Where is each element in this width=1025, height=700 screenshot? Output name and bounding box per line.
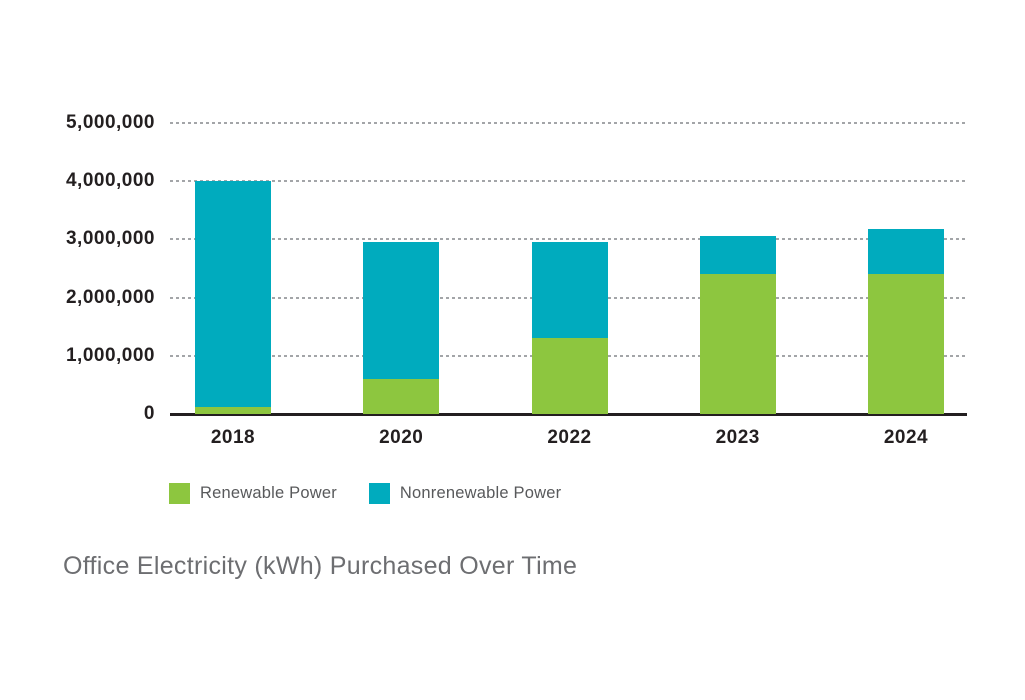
bar-segment-nonrenewable-power <box>363 241 440 380</box>
legend-label-nonrenewable: Nonrenewable Power <box>399 484 562 502</box>
bar-2020 <box>363 123 440 414</box>
legend-item-renewable: Renewable Power <box>169 483 337 504</box>
y-tick-label: 5,000,000 <box>65 112 155 133</box>
bar-segment-renewable-power <box>363 379 440 414</box>
bar-segment-renewable-power <box>868 274 944 414</box>
legend: Renewable Power Nonrenewable Power <box>169 483 593 504</box>
bar-2018 <box>195 123 271 414</box>
bar-2022 <box>531 123 608 414</box>
renewable-swatch-icon <box>169 483 190 504</box>
gridline <box>170 122 967 124</box>
gridline <box>170 238 967 241</box>
y-tick-label: 4,000,000 <box>65 170 155 192</box>
x-tick-label: 2024 <box>883 427 929 448</box>
gridline <box>170 180 967 183</box>
y-tick-label: 0 <box>143 403 155 424</box>
bar-2023 <box>699 123 776 414</box>
bar-segment-renewable-power <box>195 407 271 414</box>
y-tick-label: 3,000,000 <box>65 228 155 250</box>
bar-2024 <box>868 123 944 414</box>
x-tick-label: 2020 <box>379 427 424 448</box>
y-tick-label: 1,000,000 <box>65 344 155 366</box>
bar-segment-renewable-power <box>699 274 776 414</box>
bar-segment-nonrenewable-power <box>868 228 944 275</box>
x-tick-label: 2018 <box>210 427 256 448</box>
plot-area: 2018 2020 2022 2023 2024 <box>170 122 967 448</box>
bar-segment-renewable-power <box>531 338 608 414</box>
bar-segment-nonrenewable-power <box>195 181 271 408</box>
nonrenewable-swatch-icon <box>368 483 390 504</box>
bar-segment-nonrenewable-power <box>699 235 776 275</box>
bar-segment-nonrenewable-power <box>531 241 608 339</box>
x-tick-label: 2023 <box>715 427 760 448</box>
x-tick-label: 2022 <box>547 427 592 448</box>
chart-title: Office Electricity (kWh) Purchased Over … <box>63 552 578 580</box>
legend-item-nonrenewable: Nonrenewable Power <box>368 483 562 504</box>
legend-label-renewable: Renewable Power <box>200 484 337 502</box>
x-axis-line <box>170 413 967 416</box>
y-tick-label: 2,000,000 <box>65 286 155 308</box>
